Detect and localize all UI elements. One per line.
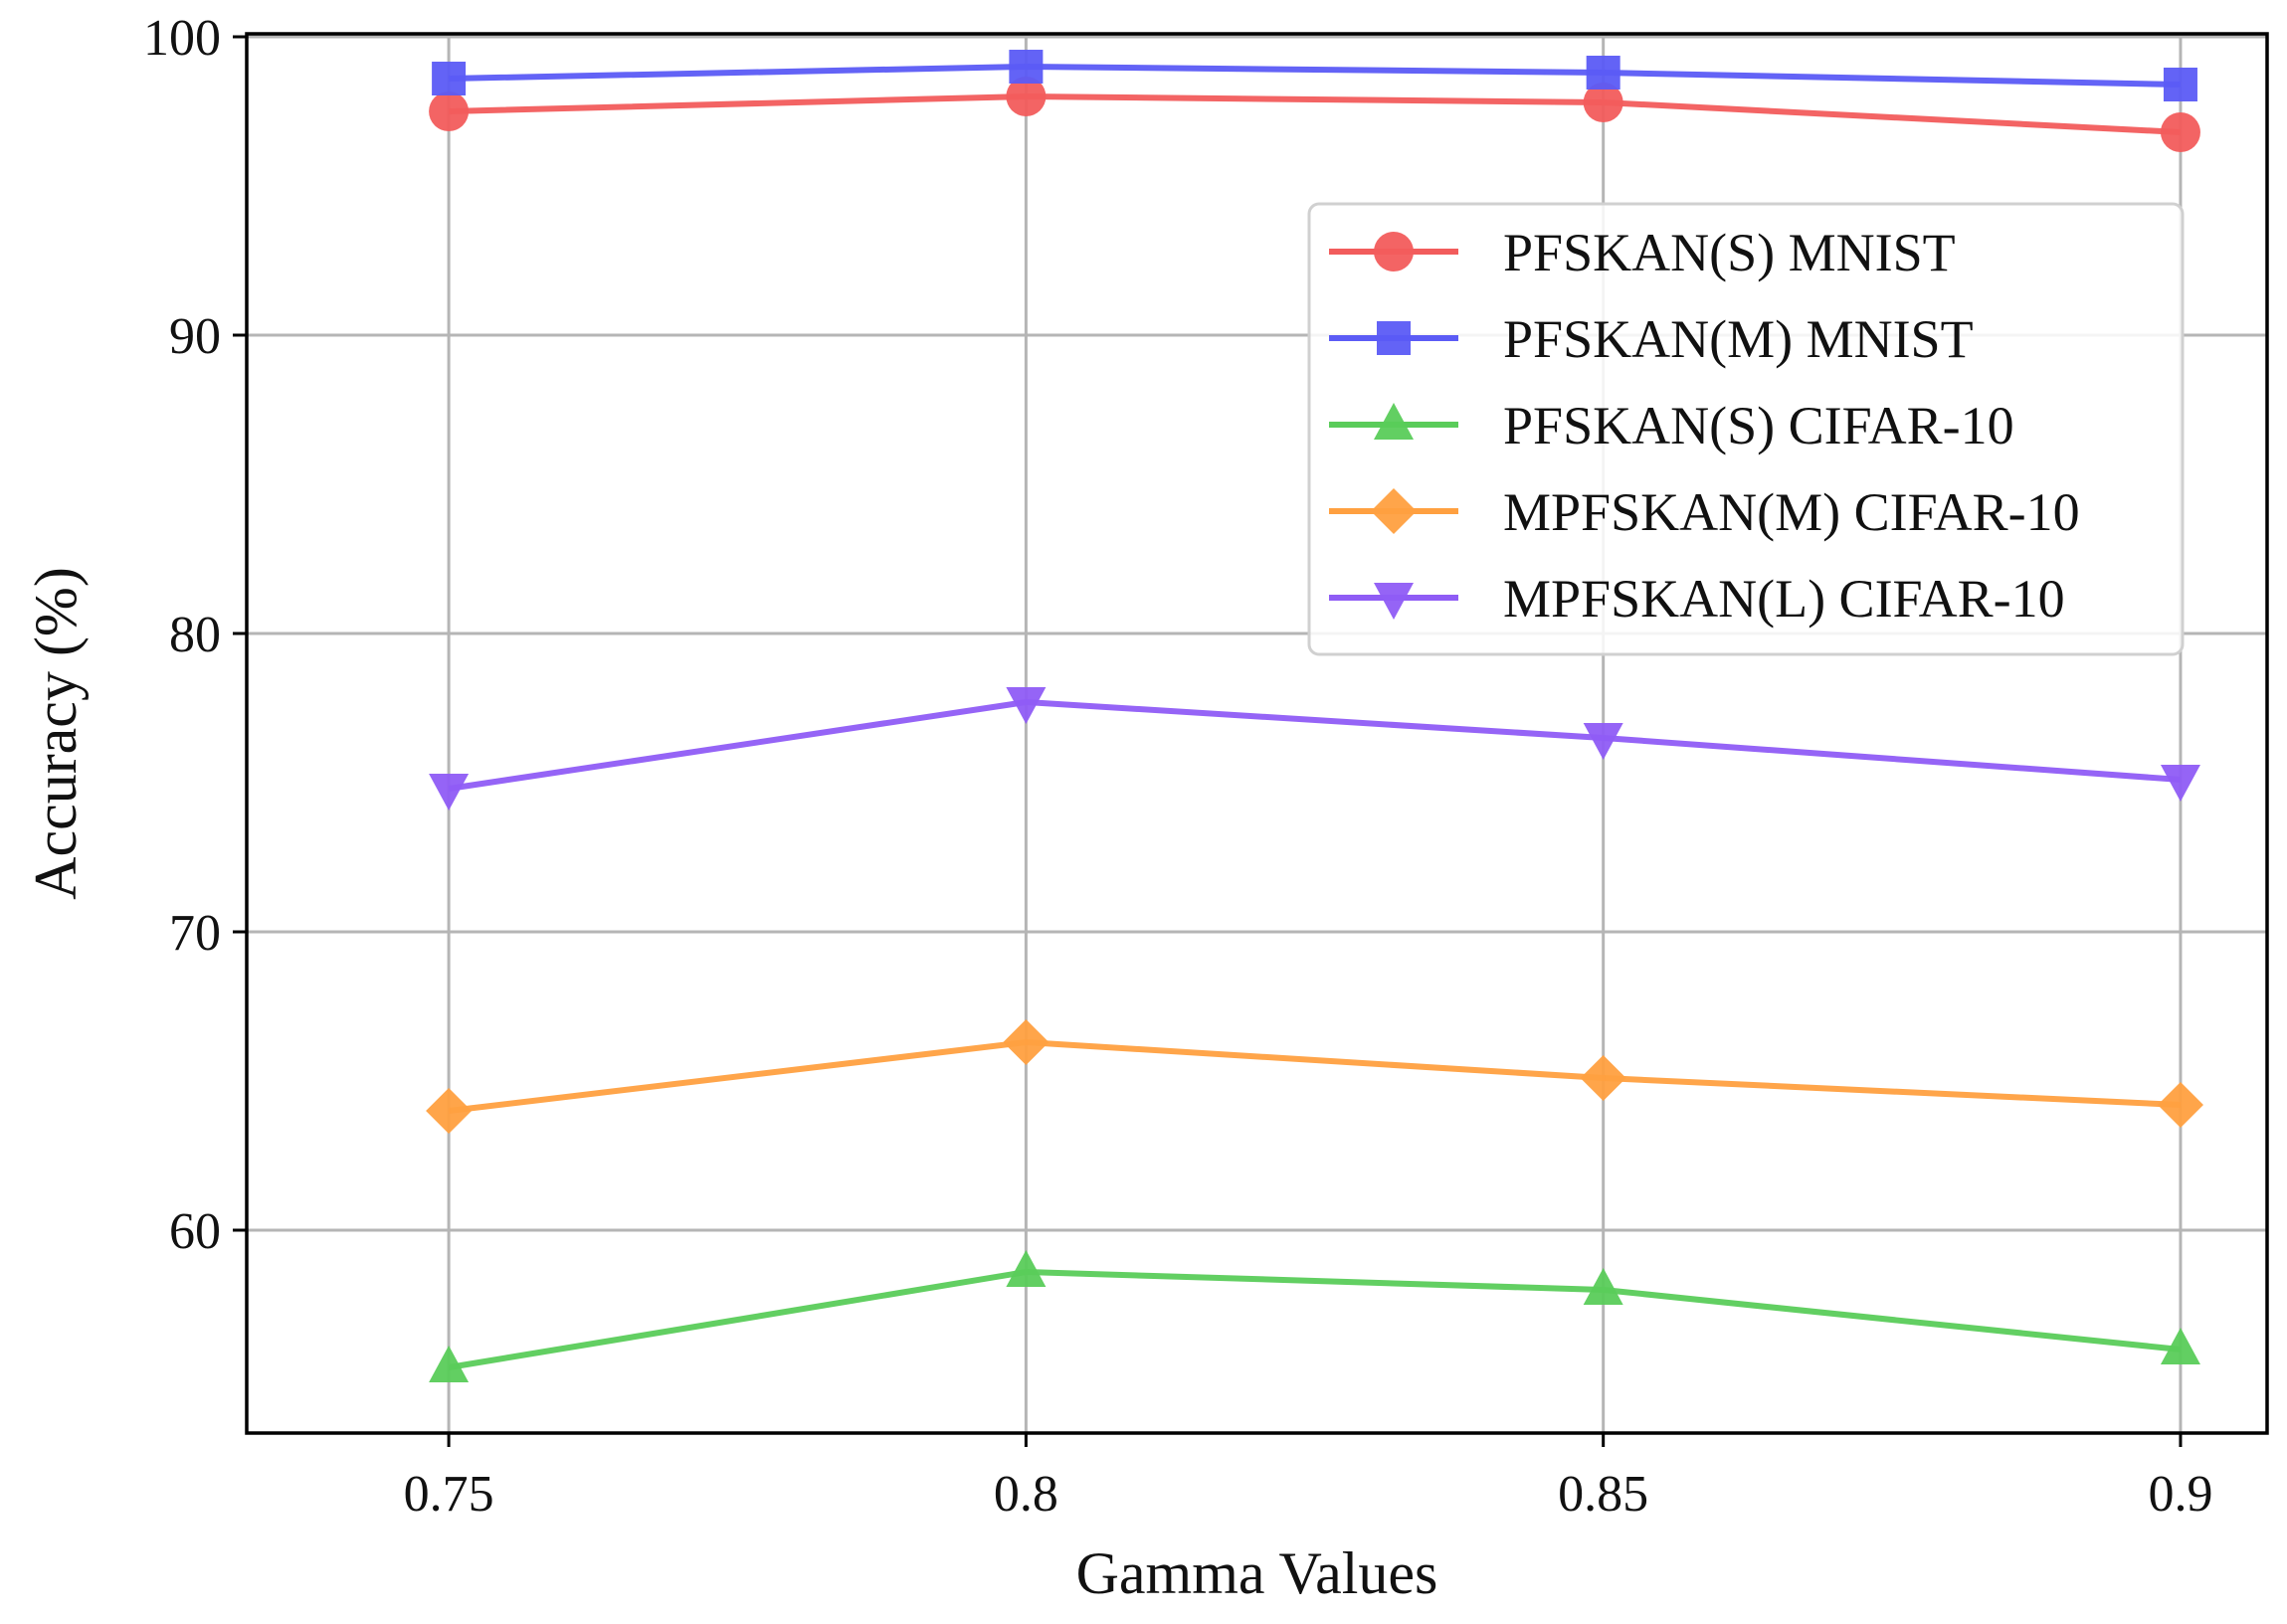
series-2 bbox=[429, 1250, 2200, 1382]
data-point bbox=[2163, 68, 2197, 101]
data-point bbox=[432, 62, 467, 95]
legend-label: PFSKAN(S) CIFAR-10 bbox=[1503, 396, 2014, 455]
legend-item: MPFSKAN(L) CIFAR-10 bbox=[1329, 569, 2065, 629]
data-point bbox=[1006, 687, 1047, 724]
series-4 bbox=[429, 687, 2200, 811]
data-point bbox=[1586, 56, 1620, 90]
x-tick-label: 0.75 bbox=[404, 1466, 494, 1523]
y-tick-label: 70 bbox=[169, 905, 221, 962]
data-point bbox=[429, 91, 470, 131]
data-point bbox=[1006, 1250, 1047, 1287]
legend-item: PFSKAN(S) MNIST bbox=[1329, 223, 1956, 282]
data-point bbox=[2160, 112, 2200, 152]
y-tick-label: 80 bbox=[169, 607, 221, 663]
data-point bbox=[1006, 77, 1047, 116]
legend-item: PFSKAN(S) CIFAR-10 bbox=[1329, 396, 2014, 455]
data-point bbox=[1583, 1268, 1623, 1305]
legend-item: MPFSKAN(M) CIFAR-10 bbox=[1329, 482, 2080, 542]
legend-marker bbox=[1374, 403, 1414, 440]
plot-frame bbox=[245, 32, 2269, 1435]
legend-marker bbox=[1374, 583, 1414, 620]
legend: PFSKAN(S) MNIST PFSKAN(M) MNIST PFSKAN(S) … bbox=[1307, 202, 2185, 656]
x-tick-label: 0.85 bbox=[1558, 1466, 1648, 1523]
series-line bbox=[448, 1269, 2182, 1370]
legend-label: MPFSKAN(L) CIFAR-10 bbox=[1503, 569, 2065, 629]
data-point bbox=[1583, 83, 1623, 122]
x-axis-label: Gamma Values bbox=[1076, 1540, 1438, 1606]
data-point bbox=[426, 1088, 473, 1134]
data-point bbox=[1580, 1055, 1626, 1101]
legend-label: MPFSKAN(M) CIFAR-10 bbox=[1503, 482, 2080, 542]
data-point bbox=[429, 774, 470, 811]
x-tick-label: 0.8 bbox=[994, 1466, 1058, 1523]
series-0 bbox=[429, 77, 2200, 152]
legend-marker bbox=[1374, 232, 1414, 271]
axis-ticks: 0.75 0.8 0.85 0.9 60 70 80 90 100 bbox=[143, 10, 2212, 1523]
legend-box bbox=[1307, 202, 2185, 656]
x-tick-label: 0.9 bbox=[2148, 1466, 2212, 1523]
legend-marker bbox=[1377, 321, 1411, 355]
data-point bbox=[1583, 723, 1623, 760]
data-point bbox=[429, 1346, 470, 1382]
data-point bbox=[2160, 1328, 2200, 1364]
y-tick-label: 60 bbox=[169, 1203, 221, 1260]
series-line bbox=[448, 1039, 2182, 1114]
legend-item: PFSKAN(M) MNIST bbox=[1329, 309, 1974, 369]
data-point bbox=[1003, 1019, 1049, 1065]
data-point bbox=[2160, 765, 2200, 802]
y-tick-label: 100 bbox=[143, 10, 221, 67]
y-tick-label: 90 bbox=[169, 308, 221, 365]
legend-label: PFSKAN(S) MNIST bbox=[1503, 223, 1956, 282]
legend-marker bbox=[1371, 488, 1417, 534]
series-line bbox=[448, 699, 2182, 792]
series-line bbox=[449, 93, 2182, 135]
data-point bbox=[1009, 50, 1044, 84]
series-1 bbox=[432, 50, 2197, 101]
legend-label: PFSKAN(M) MNIST bbox=[1503, 309, 1974, 369]
series-line bbox=[449, 64, 2182, 88]
y-axis-label: Accuracy (%) bbox=[23, 567, 89, 900]
series-3 bbox=[426, 1019, 2203, 1134]
data-point bbox=[2157, 1082, 2203, 1128]
data-series bbox=[426, 50, 2203, 1382]
